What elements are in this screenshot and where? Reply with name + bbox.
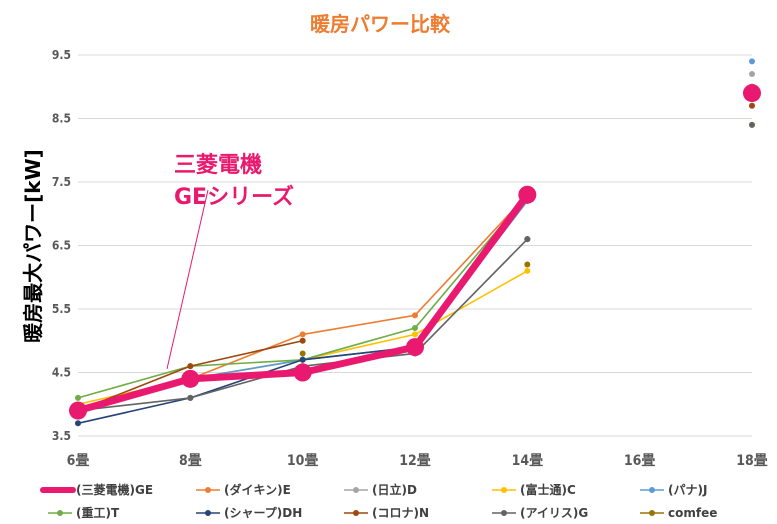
series-(日立)D xyxy=(75,71,755,414)
legend-label: (パナ)J xyxy=(668,483,707,497)
series-(コロナ)N xyxy=(75,102,755,414)
legend-label: (シャープ)DH xyxy=(224,505,302,520)
x-axis-ticks: 6畳 8畳 10畳 12畳 14畳 16畳 18畳 xyxy=(67,453,768,469)
legend-label: (日立)D xyxy=(372,482,417,497)
annotation-text: GEシリーズ xyxy=(174,184,294,210)
data-point xyxy=(406,338,424,357)
y-tick-label: 7.5 xyxy=(52,175,71,189)
data-point xyxy=(299,331,306,338)
x-tick-label: 10畳 xyxy=(287,453,319,469)
x-tick-label: 16畳 xyxy=(624,453,656,469)
annotation: 三菱電機 GEシリーズ xyxy=(166,152,294,369)
legend-item: (パナ)J xyxy=(640,483,707,497)
data-point xyxy=(524,261,531,268)
series-comfee xyxy=(299,261,531,357)
legend-item: (日立)D xyxy=(344,482,417,497)
data-point xyxy=(299,356,306,363)
data-point xyxy=(518,185,537,204)
legend-item: (ダイキン)E xyxy=(196,482,291,497)
annotation-text: 三菱電機 xyxy=(174,152,262,178)
legend-label: (コロナ)N xyxy=(372,506,429,520)
data-point xyxy=(299,350,306,357)
annotation-pointer xyxy=(166,189,209,369)
legend-label: (富士通)C xyxy=(520,482,576,497)
x-tick-label: 12畳 xyxy=(399,453,431,469)
legend-item: (富士通)C xyxy=(492,482,576,497)
y-axis-label: 暖房最大パワー[kW] xyxy=(21,149,45,343)
x-tick-label: 14畳 xyxy=(512,453,544,469)
legend-marker xyxy=(353,510,359,516)
series-(三菱電機)GE xyxy=(69,84,761,420)
legend-item: (三菱電機)GE xyxy=(40,482,153,497)
y-tick-label: 6.5 xyxy=(52,239,71,253)
data-point xyxy=(299,337,306,344)
data-point xyxy=(524,236,531,243)
legend-marker xyxy=(501,487,507,493)
data-point xyxy=(749,102,755,109)
legend-marker xyxy=(649,487,655,493)
legend-item: (アイリス)G xyxy=(492,506,588,520)
data-point xyxy=(749,71,755,78)
legend-label: (重工)T xyxy=(76,505,120,520)
data-point xyxy=(749,58,755,65)
legend-item: comfee xyxy=(640,506,717,520)
legend-label: (アイリス)G xyxy=(520,506,588,520)
legend-item: (シャープ)DH xyxy=(196,505,302,520)
legend-marker xyxy=(501,510,507,516)
y-tick-label: 9.5 xyxy=(52,48,71,62)
data-point xyxy=(181,369,200,388)
data-point xyxy=(187,363,194,370)
series-(ダイキン)E xyxy=(75,83,755,414)
data-point xyxy=(293,363,312,382)
data-point xyxy=(524,267,531,274)
data-point xyxy=(75,420,81,427)
x-tick-label: 8畳 xyxy=(179,453,202,469)
series-(パナ)J xyxy=(75,58,755,414)
series-lines xyxy=(69,58,761,427)
legend-marker xyxy=(205,487,211,493)
data-point xyxy=(743,84,761,103)
legend-label: (ダイキン)E xyxy=(224,482,291,497)
legend-item: (重工)T xyxy=(48,505,120,520)
data-point xyxy=(187,394,194,401)
data-point xyxy=(412,312,418,319)
data-point xyxy=(69,401,87,420)
series-line xyxy=(77,238,529,412)
data-point xyxy=(412,331,418,338)
legend-label: (三菱電機)GE xyxy=(76,482,153,497)
y-tick-label: 4.5 xyxy=(52,366,71,380)
data-point xyxy=(412,325,418,332)
legend-marker xyxy=(353,487,359,493)
y-tick-label: 5.5 xyxy=(52,302,71,316)
y-tick-label: 3.5 xyxy=(52,429,71,443)
legend-marker xyxy=(57,510,63,516)
data-point xyxy=(749,121,755,128)
x-tick-label: 18畳 xyxy=(736,453,768,469)
x-tick-label: 6畳 xyxy=(67,453,90,469)
y-tick-label: 8.5 xyxy=(52,112,71,126)
legend-item: (コロナ)N xyxy=(344,506,429,520)
legend-marker xyxy=(649,510,655,516)
chart-title: 暖房パワー比較 xyxy=(310,12,451,36)
y-axis-ticks: 3.5 4.5 5.5 6.5 7.5 8.5 9.5 xyxy=(52,48,71,443)
legend: (三菱電機)GE (ダイキン)E (日立)D (富士通)C (パナ)J (重工)T (シャー… xyxy=(40,482,717,520)
legend-marker xyxy=(205,510,211,516)
legend-label: comfee xyxy=(668,506,717,520)
data-point xyxy=(75,394,81,401)
